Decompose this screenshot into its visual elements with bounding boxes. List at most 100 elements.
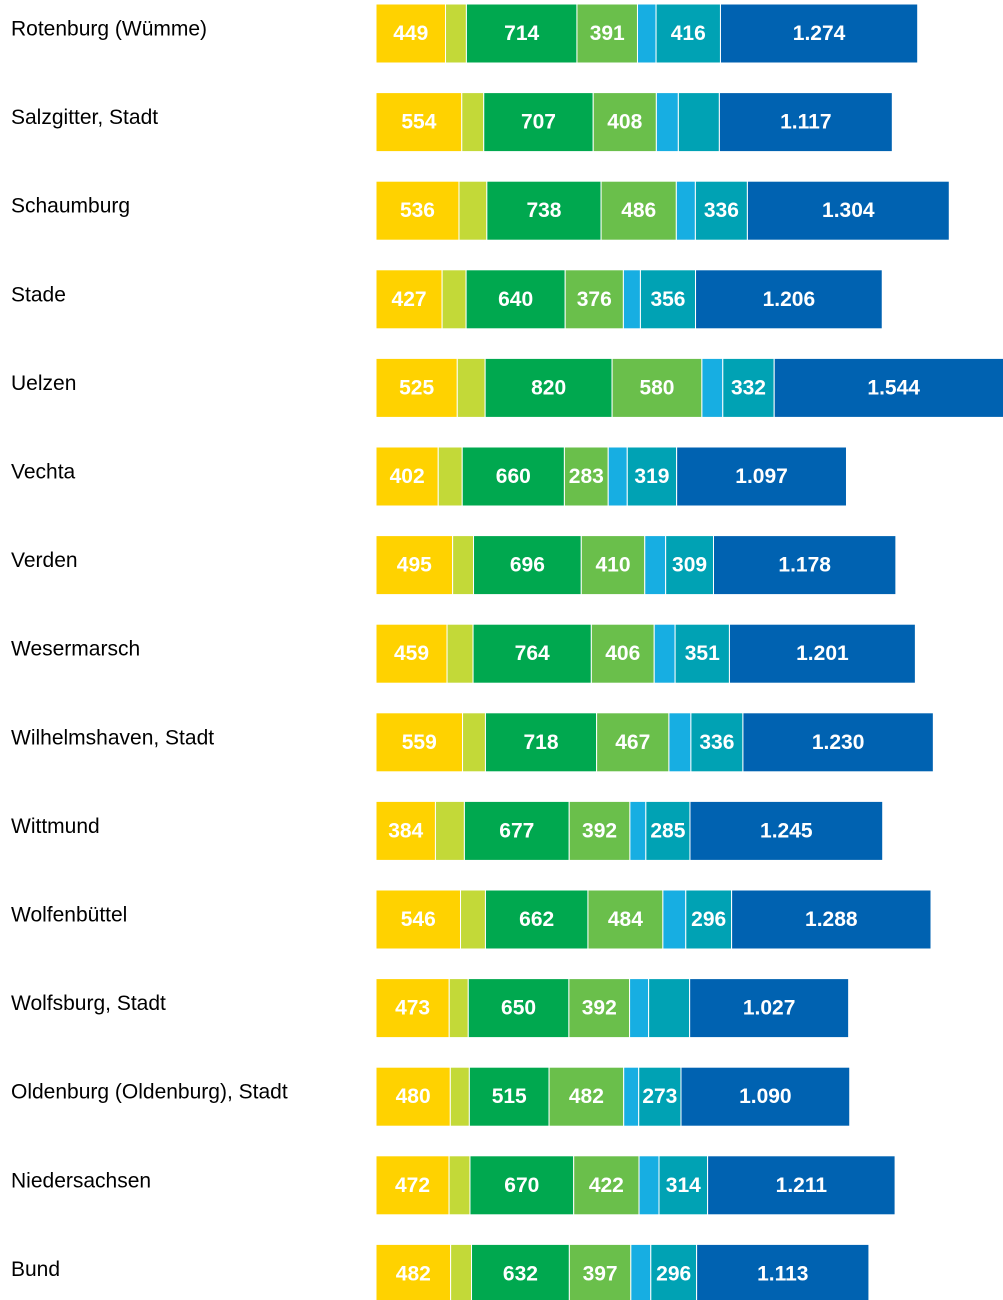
category-label: Wolfenbüttel xyxy=(11,904,127,927)
bar-segment xyxy=(473,535,582,596)
value-label: 1.211 xyxy=(776,1174,828,1197)
bar-segment xyxy=(461,446,565,507)
bar-segment xyxy=(460,889,486,950)
bar-segment xyxy=(452,535,475,596)
value-label: 1.206 xyxy=(763,288,816,311)
bar-segment xyxy=(653,623,676,684)
bar-segment xyxy=(375,978,450,1039)
value-label: 484 xyxy=(608,908,643,931)
value-label: 1.544 xyxy=(867,376,920,399)
value-label: 296 xyxy=(691,908,726,931)
value-label: 391 xyxy=(590,22,625,45)
bar-segment xyxy=(746,180,950,241)
value-label: 1.230 xyxy=(812,731,865,754)
bar-segment xyxy=(484,712,598,773)
value-label: 1.178 xyxy=(778,554,831,577)
bar-segment xyxy=(375,712,464,773)
value-label: 309 xyxy=(672,554,707,577)
bar-segment xyxy=(680,1066,851,1127)
value-label: 273 xyxy=(642,1085,677,1108)
value-label: 696 xyxy=(510,554,545,577)
bar-segment xyxy=(701,357,724,418)
value-label: 392 xyxy=(582,819,617,842)
value-label: 1.274 xyxy=(793,22,846,45)
value-label: 459 xyxy=(394,642,429,665)
bar-segment xyxy=(674,623,730,684)
bar-segment xyxy=(712,535,897,596)
bar-segment xyxy=(690,712,744,773)
category-label: Vechta xyxy=(11,461,76,484)
value-label: 285 xyxy=(650,819,685,842)
value-label: 336 xyxy=(704,199,739,222)
value-label: 422 xyxy=(589,1174,624,1197)
bar-segment xyxy=(630,1243,652,1300)
bar-segment xyxy=(658,1155,709,1216)
bar-segment xyxy=(662,889,687,950)
bar-segment xyxy=(629,978,650,1039)
value-label: 1.097 xyxy=(735,465,788,488)
value-label: 1.201 xyxy=(796,642,849,665)
bar-segment xyxy=(472,623,592,684)
bar-segment xyxy=(468,1066,550,1127)
bar-segment xyxy=(695,269,883,330)
bar-segment xyxy=(375,889,462,950)
bar-segment xyxy=(675,180,696,241)
bar-segment xyxy=(718,92,893,153)
category-label: Niedersachsen xyxy=(11,1169,151,1192)
bar-segment xyxy=(375,446,439,507)
category-label: Rotenburg (Wümme) xyxy=(11,18,207,41)
value-label: 632 xyxy=(503,1262,538,1285)
category-label: Wilhelmshaven, Stadt xyxy=(11,726,214,749)
category-label: Verden xyxy=(11,549,78,572)
value-label: 402 xyxy=(390,465,425,488)
category-label: Wittmund xyxy=(11,815,100,838)
bar-segment xyxy=(461,92,485,153)
category-label: Oldenburg (Oldenburg), Stadt xyxy=(11,1081,288,1104)
value-label: 351 xyxy=(685,642,720,665)
value-label: 1.090 xyxy=(739,1085,792,1108)
bar-segment xyxy=(728,623,916,684)
bar-segment xyxy=(645,800,691,861)
bar-segment xyxy=(456,357,486,418)
value-label: 482 xyxy=(396,1262,431,1285)
bar-segment xyxy=(576,3,638,64)
value-label: 1.113 xyxy=(757,1262,808,1285)
bar-segment xyxy=(375,535,454,596)
bar-segment xyxy=(607,446,628,507)
category-label: Wolfsburg, Stadt xyxy=(11,992,166,1015)
bar-segment xyxy=(689,800,884,861)
bar-segment xyxy=(434,800,465,861)
bar-segment xyxy=(592,92,657,153)
bar-segment xyxy=(622,269,641,330)
value-label: 416 xyxy=(671,22,706,45)
value-label: 546 xyxy=(401,908,436,931)
value-label: 714 xyxy=(504,22,539,45)
value-label: 536 xyxy=(400,199,435,222)
bar-segment xyxy=(611,357,703,418)
bar-segment xyxy=(458,180,488,241)
bar-segment xyxy=(638,1066,682,1127)
value-label: 486 xyxy=(621,199,656,222)
bar-segment xyxy=(448,1155,471,1216)
bar-segment xyxy=(465,3,578,64)
bar-segment xyxy=(483,92,594,153)
bar-segment xyxy=(467,978,570,1039)
bar-segment xyxy=(465,269,566,330)
value-label: 472 xyxy=(395,1174,430,1197)
value-label: 650 xyxy=(501,997,536,1020)
value-label: 482 xyxy=(569,1085,604,1108)
bar-segment xyxy=(573,1155,640,1216)
value-label: 1.117 xyxy=(780,111,831,134)
bar-segment xyxy=(375,3,447,64)
value-label: 738 xyxy=(526,199,561,222)
bar-segment xyxy=(626,446,678,507)
bar-segment xyxy=(707,1155,896,1216)
category-label: Stade xyxy=(11,283,66,306)
bar-segment xyxy=(469,1155,575,1216)
bar-segment xyxy=(375,1066,451,1127)
value-label: 480 xyxy=(396,1085,431,1108)
bar-segment xyxy=(568,1243,632,1300)
category-label: Bund xyxy=(11,1258,60,1281)
value-label: 820 xyxy=(531,376,566,399)
bar-segment xyxy=(375,357,458,418)
